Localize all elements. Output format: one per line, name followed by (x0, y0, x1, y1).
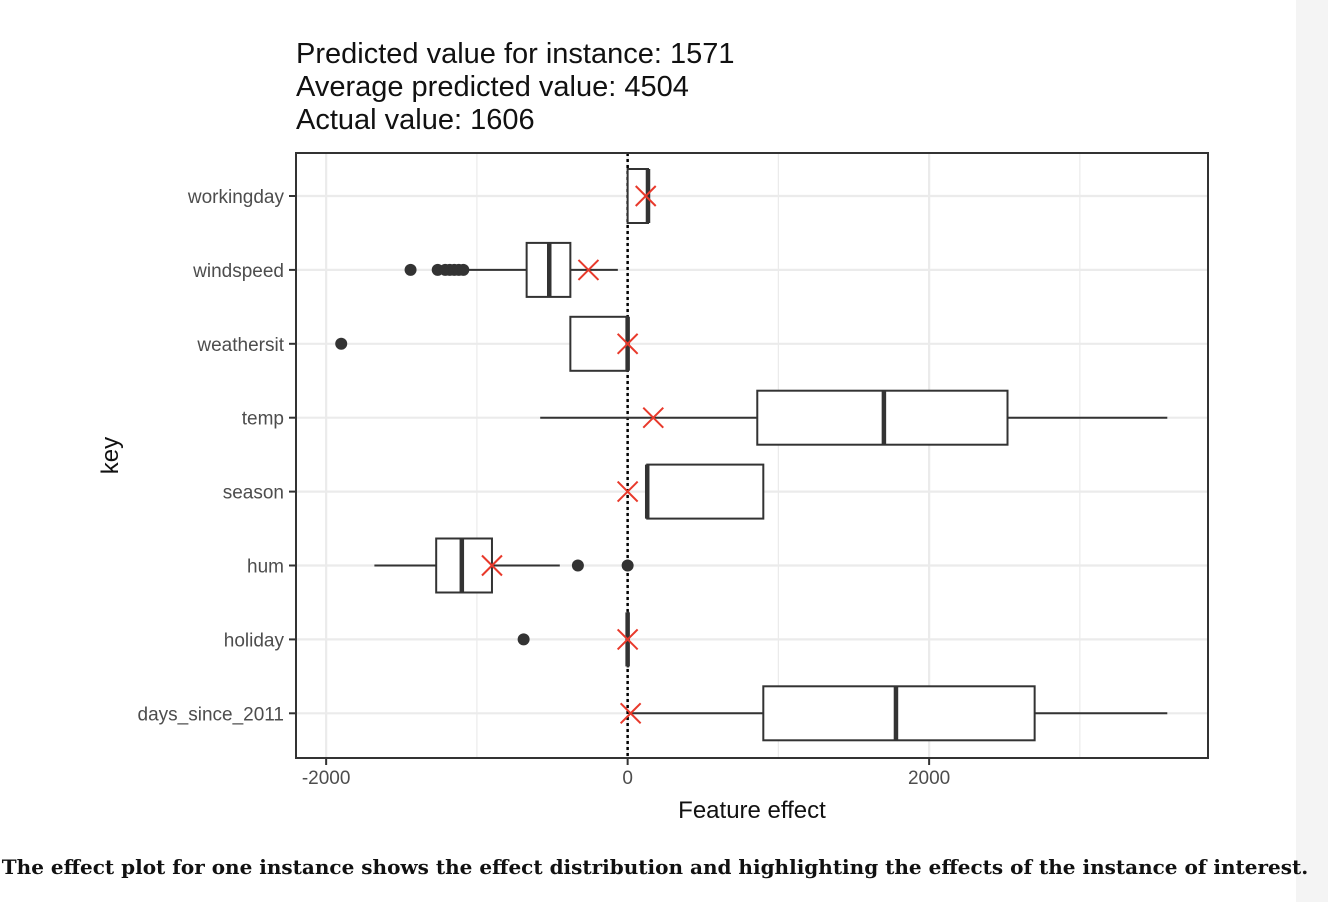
instance-effect-marker (616, 628, 639, 651)
instance-effect-marker (616, 480, 639, 503)
chart-title: Predicted value for instance: 1571 Avera… (296, 38, 735, 137)
outlier-point (335, 337, 348, 350)
y-tick-label: season (223, 483, 284, 504)
boxplot-workingday (626, 168, 657, 224)
y-tick-label: windspeed (192, 261, 284, 282)
box-iqr (646, 463, 765, 520)
boxplot-season (616, 463, 765, 520)
instance-effect-marker (481, 554, 503, 577)
boxplot-holiday (517, 611, 639, 668)
figure-caption: The effect plot for one instance shows t… (1, 855, 1309, 879)
outlier-point (404, 263, 417, 276)
instance-effect-marker (635, 185, 657, 207)
instance-effect-marker (642, 406, 664, 429)
plot-panel-border (295, 152, 1209, 759)
y-tick-label: hum (247, 557, 284, 578)
x-axis-title: Feature effect (678, 797, 826, 824)
y-tick-label: temp (242, 409, 284, 430)
boxplot-days_since_2011 (619, 685, 1168, 742)
instance-effect-marker (577, 259, 600, 281)
y-tick-label: holiday (224, 630, 285, 651)
x-tick-label: -2000 (302, 768, 351, 789)
outlier-point (621, 559, 634, 572)
plot-panel-background (296, 153, 1208, 758)
boxplot-temp (540, 389, 1168, 446)
boxplot-windspeed (404, 241, 618, 298)
y-tick-label: weathersit (196, 335, 284, 356)
outlier-point (571, 559, 584, 572)
y-axis-title: key (97, 437, 124, 474)
box-iqr (762, 685, 1036, 742)
outlier-point (517, 633, 530, 646)
y-tick-label: days_since_2011 (138, 704, 284, 725)
boxplot-weathersit (335, 315, 639, 372)
page-margin-strip (1296, 0, 1328, 902)
instance-effect-marker (616, 333, 639, 355)
instance-effect-marker (619, 702, 642, 725)
boxplot-hum (374, 537, 634, 594)
x-tick-label: 2000 (908, 768, 950, 789)
title-average-predicted: Average predicted value: 4504 (296, 71, 689, 103)
outlier-point (457, 263, 470, 276)
box-iqr (569, 315, 629, 372)
title-actual-value: Actual value: 1606 (296, 104, 535, 136)
y-tick-label: workingday (187, 187, 285, 208)
title-predicted-value: Predicted value for instance: 1571 (296, 38, 735, 70)
box-iqr (435, 537, 493, 594)
x-tick-label: 0 (622, 768, 633, 789)
